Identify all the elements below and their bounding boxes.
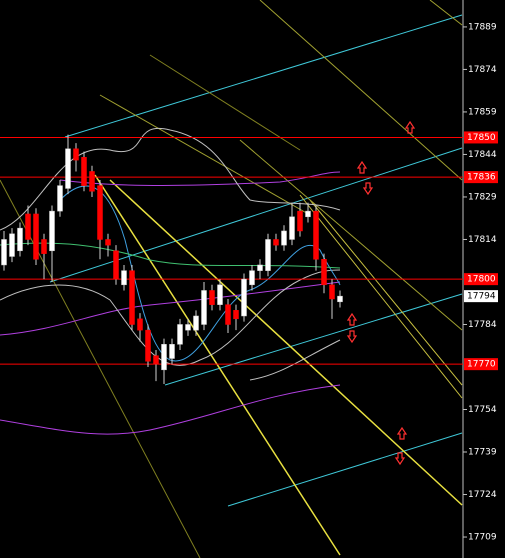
candle-body xyxy=(25,213,31,240)
candle-body xyxy=(161,344,167,371)
y-tick-label: 17724 xyxy=(468,490,497,500)
candle-body xyxy=(329,284,335,300)
indicator-line xyxy=(0,281,341,336)
candle-body xyxy=(185,324,191,331)
candle-body xyxy=(217,284,223,305)
level-label: 17836 xyxy=(467,173,496,183)
candle-body xyxy=(121,270,127,286)
y-tick-label: 17814 xyxy=(468,235,497,245)
candle-body xyxy=(105,239,111,246)
candle-body xyxy=(153,355,159,365)
y-tick-label: 17754 xyxy=(468,405,497,415)
candle-body xyxy=(9,233,15,257)
ma-line xyxy=(59,185,341,362)
indicator-line xyxy=(0,384,341,435)
up-arrow xyxy=(396,426,408,440)
level-label: 17850 xyxy=(467,133,496,143)
candle-body xyxy=(1,239,7,266)
y-tick-label: 17739 xyxy=(468,448,497,458)
candle-body xyxy=(337,295,343,303)
candle-body xyxy=(225,304,231,325)
candle-body xyxy=(297,210,303,232)
arrows xyxy=(346,120,416,466)
candle-body xyxy=(41,239,47,254)
last-price-box xyxy=(464,290,498,303)
down-arrow xyxy=(394,452,406,466)
level-label-box xyxy=(464,273,498,286)
trend-line xyxy=(239,139,463,331)
trend-line xyxy=(109,179,463,506)
up-arrow xyxy=(346,312,358,326)
y-tick-label: 17844 xyxy=(468,150,497,160)
candle-body xyxy=(73,148,79,161)
candle-body xyxy=(281,230,287,246)
band-line xyxy=(0,127,341,231)
last-price-label: 17794 xyxy=(467,292,496,302)
candle-body xyxy=(209,290,215,305)
y-tick-label: 17709 xyxy=(468,533,497,543)
trend-line xyxy=(99,94,311,216)
channel-line xyxy=(227,432,463,507)
y-tick-label: 17829 xyxy=(468,192,497,202)
level-label-box xyxy=(464,358,498,371)
candle-body xyxy=(321,259,327,286)
candle-body xyxy=(145,329,151,362)
band-line xyxy=(249,339,341,381)
down-arrow xyxy=(346,330,358,344)
trend-line xyxy=(149,54,301,151)
candle-body xyxy=(33,213,39,260)
trend-line xyxy=(94,174,341,556)
candle-body xyxy=(169,344,175,359)
indicator-line xyxy=(59,171,341,186)
up-arrow xyxy=(404,120,416,134)
candle-body xyxy=(89,171,95,192)
trend-line xyxy=(429,0,463,26)
trend-line xyxy=(259,0,463,181)
level-label-box xyxy=(464,131,498,144)
candle-body xyxy=(17,227,23,252)
up-arrow xyxy=(356,160,368,174)
candle-body xyxy=(193,315,199,331)
candle-body xyxy=(257,264,263,271)
candle-body xyxy=(129,270,135,325)
candle-body xyxy=(265,239,271,271)
candle-body xyxy=(233,310,239,320)
level-label: 17770 xyxy=(467,360,496,370)
candle-body xyxy=(137,318,143,331)
candle-body xyxy=(177,324,183,345)
band-line xyxy=(0,269,341,366)
y-tick-label: 17874 xyxy=(468,65,497,75)
y-tick-label: 17784 xyxy=(468,320,497,330)
candle-body xyxy=(249,270,255,286)
trend-line xyxy=(309,199,463,386)
drawing-tools xyxy=(0,0,463,558)
candle-body xyxy=(201,290,207,325)
candle-body xyxy=(273,239,279,246)
level-label-box xyxy=(464,171,498,184)
candle-body xyxy=(305,210,311,218)
candle-body xyxy=(113,250,119,280)
candle-body xyxy=(313,210,319,260)
channel-line xyxy=(164,293,463,386)
candle-body xyxy=(57,185,63,212)
candle-body xyxy=(289,216,295,240)
candle-body xyxy=(65,148,71,189)
candle-body xyxy=(81,157,87,186)
candle-body xyxy=(97,185,103,240)
candle-body xyxy=(49,210,55,252)
level-label: 17800 xyxy=(467,275,496,285)
y-tick-label: 17889 xyxy=(468,22,497,32)
y-tick-label: 17859 xyxy=(468,107,497,117)
candle-body xyxy=(241,278,247,317)
down-arrow xyxy=(362,182,374,196)
channel-line xyxy=(64,14,463,138)
